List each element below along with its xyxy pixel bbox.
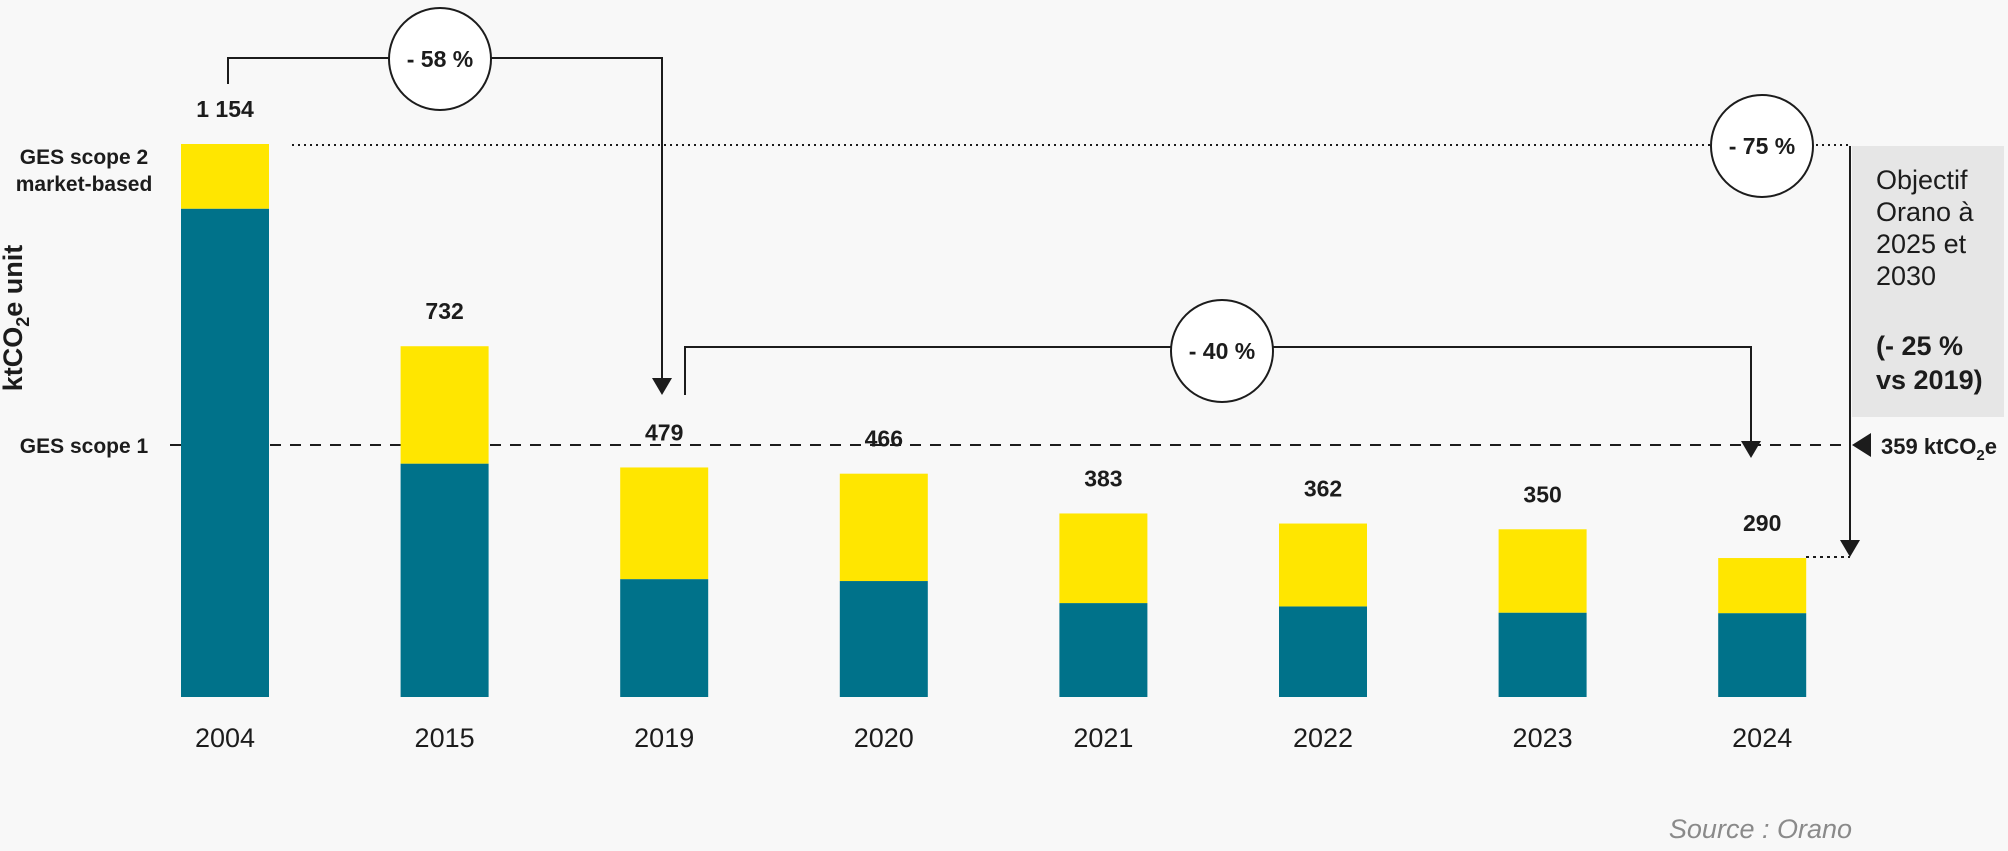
bar-scope2-2022 [1279,523,1367,607]
badge-text-40: - 40 % [1189,338,1255,364]
value-labels: 1 154 732 479 466 383 362 350 290 [196,96,1781,536]
year-labels: 2004 2015 2019 2020 2021 2022 2023 2024 [195,723,1792,753]
badge-text-58: - 58 % [407,46,473,72]
bar-scope1-2024 [1718,613,1807,697]
bar-scope2-2021 [1059,513,1148,604]
total-label-2024: 290 [1743,510,1781,536]
arrowhead-2019 [652,378,672,395]
bar-scope1-2020 [839,581,928,697]
bar-scope2-2004 [181,144,269,209]
objective-line-2: Orano à [1876,197,1975,227]
bar-scope1-2022 [1279,606,1367,697]
x-tick-label-2019: 2019 [634,723,694,753]
bar-scope2-2024 [1718,558,1807,614]
total-label-2019: 479 [645,419,683,445]
total-label-2015: 732 [425,298,463,324]
x-tick-label-2023: 2023 [1513,723,1573,753]
badge-circle-75 [1710,94,1814,198]
objective-highlight-1: (- 25 % [1876,331,1963,361]
bar-scope1-2023 [1498,612,1587,697]
x-tick-label-2004: 2004 [195,723,255,753]
bars [181,144,1807,697]
total-label-2020: 466 [865,426,903,452]
target-pointer [1852,433,1871,457]
bar-scope1-2019 [620,579,709,697]
objective-box [1852,146,2004,417]
bar-scope1-2004 [181,208,269,697]
objective-arrowhead [1840,540,1860,557]
scope2-label-line2: market-based [16,173,153,196]
x-tick-label-2024: 2024 [1732,723,1792,753]
objective-line-3: 2025 et [1876,229,1967,259]
bar-scope2-2019 [620,467,709,580]
badge-circle-58 [388,7,492,111]
bar-scope2-2015 [400,346,489,464]
objective-highlight-2: vs 2019) [1876,365,1983,395]
objective-panel: Objectif Orano à 2025 et 2030 (- 25 % vs… [1806,146,2004,558]
x-tick-label-2022: 2022 [1293,723,1353,753]
source-label: Source : Orano [1669,814,1852,844]
total-label-2021: 383 [1084,465,1122,491]
total-label-2004: 1 154 [196,96,254,122]
objective-line-1: Objectif [1876,165,1968,195]
arrowhead-2024 [1741,441,1761,458]
x-tick-label-2020: 2020 [854,723,914,753]
x-tick-label-2015: 2015 [415,723,475,753]
scope1-label: GES scope 1 [20,435,149,458]
bar-scope1-2015 [400,463,489,697]
target-value-label: 359 ktCO2e [1881,434,1997,464]
badge-text-75: - 75 % [1729,133,1795,159]
annotation-minus-58: - 58 % [227,7,672,395]
y-axis-label: ktCO2e unit [0,245,33,392]
annotation-minus-75: - 75 % [1710,94,1814,198]
badge-circle-40 [1170,299,1274,403]
bar-scope2-2020 [839,473,928,582]
total-label-2022: 362 [1304,476,1342,502]
total-label-2023: 350 [1523,481,1561,507]
annotation-minus-40: - 40 % [684,299,1761,458]
bar-scope1-2021 [1059,603,1148,697]
objective-line-4: 2030 [1876,261,1936,291]
x-tick-label-2021: 2021 [1073,723,1133,753]
scope2-label-line1: GES scope 2 [20,146,148,169]
bar-scope2-2023 [1498,529,1587,613]
